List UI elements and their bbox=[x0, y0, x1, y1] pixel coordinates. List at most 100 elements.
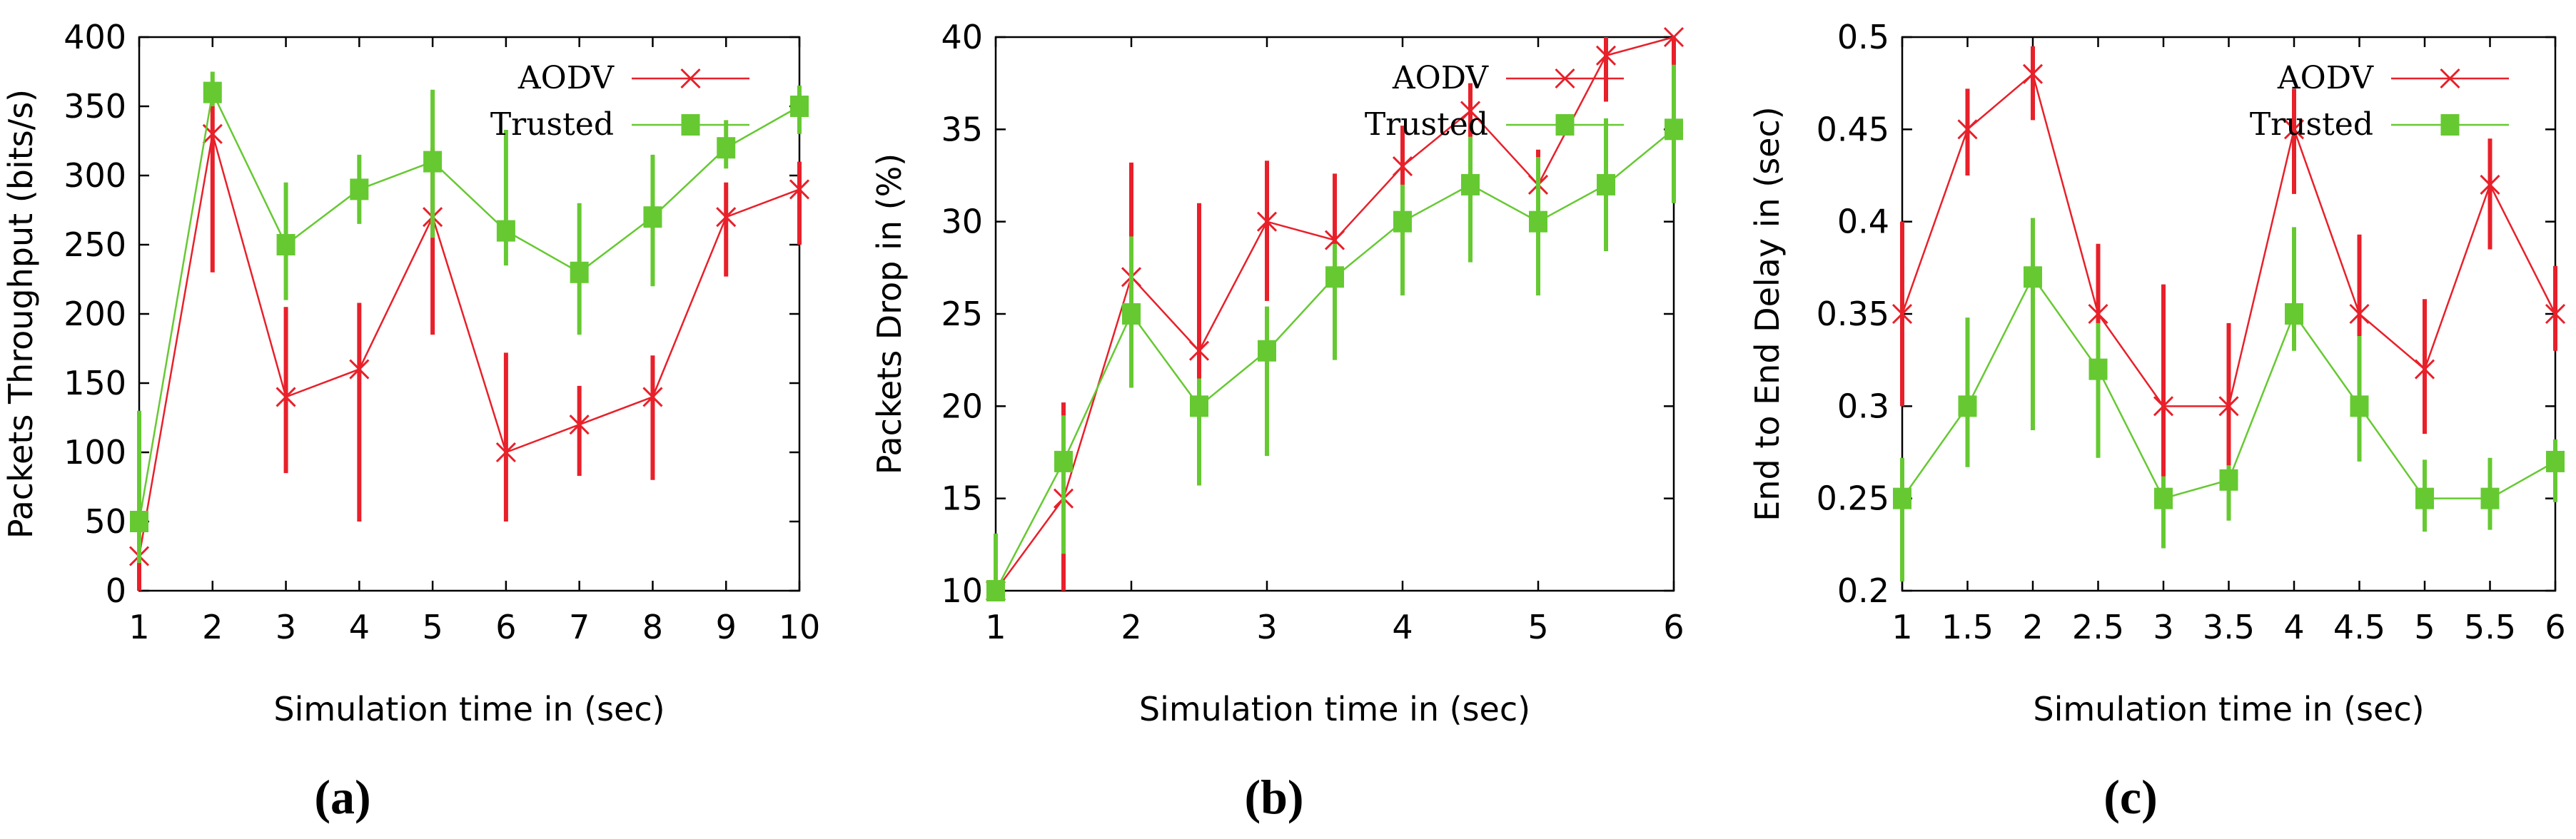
x-tick-label: 2.5 bbox=[2072, 608, 2124, 646]
data-point bbox=[276, 234, 296, 255]
series-line-aodv bbox=[138, 133, 800, 556]
x-axis-label: Simulation time in (sec) bbox=[2033, 690, 2424, 728]
data-point bbox=[1392, 156, 1413, 177]
x-tick-label: 4.5 bbox=[2333, 608, 2385, 646]
x-tick-label: 3 bbox=[2153, 608, 2173, 646]
data-point bbox=[2219, 469, 2238, 491]
x-tick-label: 1 bbox=[985, 608, 1006, 646]
data-point bbox=[717, 137, 736, 159]
x-tick-label: 10 bbox=[779, 608, 821, 646]
data-point bbox=[569, 415, 590, 435]
x-axis-label: Simulation time in (sec) bbox=[273, 690, 665, 728]
y-tick-label: 200 bbox=[64, 295, 126, 333]
y-tick-label: 40 bbox=[941, 18, 983, 56]
y-tick-label: 50 bbox=[84, 502, 126, 541]
legend-label: Trusted bbox=[2250, 106, 2373, 143]
x-tick-label: 2 bbox=[202, 608, 223, 646]
data-point bbox=[1188, 340, 1210, 361]
data-point bbox=[2546, 450, 2565, 472]
data-point bbox=[789, 179, 810, 200]
y-axis-label: Packets Throughput (bits/s) bbox=[1, 89, 40, 539]
x-axis-label: Simulation time in (sec) bbox=[1139, 690, 1530, 728]
legend-swatch-marker bbox=[680, 68, 701, 89]
y-tick-label: 150 bbox=[64, 364, 126, 402]
x-tick-label: 4 bbox=[2283, 608, 2304, 646]
data-point bbox=[1597, 173, 1615, 195]
data-point bbox=[1190, 395, 1208, 417]
legend-swatch-marker bbox=[2440, 114, 2460, 136]
legend-label: AODV bbox=[517, 60, 615, 96]
y-axis-label: Packets Drop in (%) bbox=[870, 153, 909, 475]
data-point bbox=[2088, 358, 2108, 380]
data-point bbox=[2218, 396, 2239, 417]
data-point bbox=[1958, 395, 1977, 417]
x-tick-label: 2 bbox=[2022, 608, 2043, 646]
series-trusted bbox=[130, 71, 809, 564]
x-tick-label: 3 bbox=[276, 608, 296, 646]
y-tick-label: 0.25 bbox=[1817, 479, 1889, 518]
data-point bbox=[1122, 303, 1141, 325]
data-point bbox=[1529, 210, 1547, 233]
data-point bbox=[2285, 303, 2303, 325]
data-point bbox=[2545, 303, 2566, 325]
data-point bbox=[1258, 340, 1276, 362]
x-tick-label: 5 bbox=[1527, 608, 1548, 646]
legend-swatch-marker bbox=[1555, 114, 1575, 136]
legend-swatch-marker bbox=[2440, 68, 2460, 89]
series-trusted bbox=[986, 64, 1683, 601]
legend-swatch-marker bbox=[1555, 68, 1575, 89]
chart-panel-1: 1 2 3 4 5 6 7 8 9 10050100150200250300350400Simul… bbox=[1, 18, 820, 824]
y-tick-label: 30 bbox=[941, 203, 983, 241]
legend-label: Trusted bbox=[1365, 106, 1488, 143]
y-tick-label: 15 bbox=[941, 479, 983, 518]
data-point bbox=[570, 261, 589, 283]
x-tick-label: 5 bbox=[422, 608, 443, 646]
data-point bbox=[643, 206, 662, 228]
y-tick-label: 300 bbox=[64, 156, 126, 195]
data-point bbox=[2350, 395, 2369, 417]
data-point bbox=[1325, 266, 1344, 288]
data-point bbox=[2283, 119, 2305, 140]
data-point bbox=[2349, 303, 2370, 325]
x-tick-label: 4 bbox=[349, 608, 370, 646]
plot-frame bbox=[138, 36, 801, 592]
x-tick-label: 6 bbox=[1663, 608, 1684, 646]
chart-panel-2: 1 2 3 4 5 6 10 15 20 25 30 35 40 Simulation time in (… bbox=[870, 18, 1684, 824]
data-point bbox=[1324, 230, 1345, 250]
data-point bbox=[2480, 487, 2500, 509]
data-point bbox=[716, 207, 737, 228]
y-tick-label: 0.2 bbox=[1837, 571, 1889, 610]
x-tick-label: 5.5 bbox=[2464, 608, 2516, 646]
y-tick-label: 0.35 bbox=[1817, 295, 1889, 333]
x-tick-label: 1 bbox=[1891, 608, 1912, 646]
data-point bbox=[1957, 119, 1978, 140]
x-tick-label: 1.5 bbox=[1941, 608, 1994, 646]
y-tick-label: 0.3 bbox=[1837, 387, 1889, 425]
x-tick-label: 8 bbox=[642, 608, 663, 646]
data-point bbox=[276, 387, 296, 407]
y-tick-label: 400 bbox=[64, 18, 126, 56]
data-point bbox=[2088, 303, 2108, 325]
data-point bbox=[1054, 450, 1073, 472]
data-point bbox=[1663, 26, 1684, 48]
data-point bbox=[2154, 487, 2173, 509]
x-tick-label: 4 bbox=[1392, 608, 1413, 646]
panel-label: (c) bbox=[2103, 770, 2157, 824]
y-tick-label: 20 bbox=[941, 387, 983, 425]
x-tick-label: 7 bbox=[569, 608, 590, 646]
legend-label: AODV bbox=[2277, 60, 2374, 96]
series-trusted bbox=[1893, 218, 2565, 582]
y-tick-label: 0.5 bbox=[1837, 18, 1889, 56]
data-point bbox=[130, 511, 148, 532]
x-tick-label: 6 bbox=[495, 608, 516, 646]
y-axis-label: End to End Delay in (sec) bbox=[1748, 106, 1787, 521]
data-point bbox=[2480, 174, 2500, 195]
x-tick-label: 2 bbox=[1121, 608, 1141, 646]
data-point bbox=[1256, 211, 1278, 232]
data-point bbox=[1595, 45, 1617, 66]
x-tick-label: 3 bbox=[1256, 608, 1277, 646]
x-tick-label: 1 bbox=[128, 608, 149, 646]
data-point bbox=[423, 151, 443, 173]
data-point bbox=[2153, 396, 2174, 417]
x-tick-label: 3.5 bbox=[2203, 608, 2255, 646]
